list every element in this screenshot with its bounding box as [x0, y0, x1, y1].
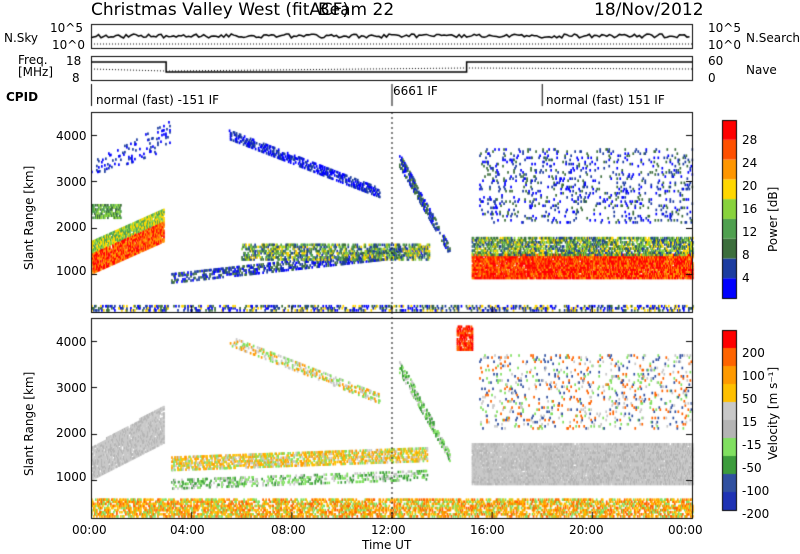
velocity-ytick-1000: 1000: [56, 470, 87, 484]
power-ylabel: Slant Range [km]: [22, 165, 36, 270]
velocity-ylabel: Slant Range [km]: [22, 371, 36, 476]
site-title: Christmas Valley West (fitACF): [91, 0, 350, 20]
velocity-cbar-tick-neg200: -200: [742, 507, 770, 521]
xtick-1: 04:00: [170, 523, 205, 537]
nave-tick-high: 60: [708, 54, 724, 68]
power-ytick-3000: 3000: [56, 175, 87, 189]
velocity-cbar-tick-100: 100: [742, 369, 765, 383]
nave-label: Nave: [746, 63, 777, 77]
freq-label-1: Freq.: [18, 53, 48, 67]
power-cbar-tick-8: 8: [742, 248, 750, 262]
xtick-4: 16:00: [470, 523, 505, 537]
nave-tick-low: 0: [708, 71, 716, 85]
nsky-tick-high: 10^5: [50, 21, 83, 35]
xtick-2: 08:00: [271, 523, 306, 537]
velocity-cbar-tick-50: 50: [742, 392, 758, 406]
freq-tick-high: 18: [66, 54, 82, 68]
xtick-5: 20:00: [569, 523, 604, 537]
xtick-3: 12:00: [371, 523, 406, 537]
power-cbar-label: Power [dB]: [766, 186, 780, 252]
nsky-tick-low: 10^0: [52, 38, 85, 52]
power-cbar-tick-16: 16: [742, 202, 758, 216]
power-cbar-tick-28: 28: [742, 133, 758, 147]
power-ytick-2000: 2000: [56, 220, 87, 234]
cpid-label: CPID: [6, 90, 39, 104]
nsky-label: N.Sky: [4, 31, 39, 45]
velocity-cbar-tick-neg15: -15: [742, 438, 762, 452]
beam-label: Beam 22: [318, 0, 395, 20]
velocity-ytick-2000: 2000: [56, 426, 87, 440]
cpid-mode-3: normal (fast) 151 IF: [546, 93, 665, 107]
xtick-6: 00:00: [668, 523, 703, 537]
velocity-ytick-4000: 4000: [56, 335, 87, 349]
xaxis-label: Time UT: [362, 538, 412, 552]
power-cbar-tick-20: 20: [742, 179, 758, 193]
velocity-cbar-tick-15: 15: [742, 415, 758, 429]
nsearch-label: N.Search: [746, 31, 800, 45]
power-ytick-1000: 1000: [56, 264, 87, 278]
velocity-ytick-3000: 3000: [56, 381, 87, 395]
xtick-0: 00:00: [72, 523, 107, 537]
velocity-cbar-tick-neg50: -50: [742, 461, 762, 475]
freq-tick-low: 8: [72, 71, 80, 85]
velocity-cbar-label: Velocity [m s⁻¹]: [766, 366, 780, 460]
power-cbar-tick-12: 12: [742, 225, 758, 239]
power-cbar-tick-4: 4: [742, 271, 750, 285]
freq-label-2: [MHz]: [18, 65, 54, 79]
cpid-mode-1: normal (fast) -151 IF: [96, 93, 220, 107]
nsearch-tick-low: 10^0: [708, 38, 741, 52]
power-ytick-4000: 4000: [56, 129, 87, 143]
cpid-mode-2: 6661 IF: [393, 84, 438, 98]
power-cbar-tick-24: 24: [742, 156, 758, 170]
velocity-cbar-tick-200: 200: [742, 346, 765, 360]
date-label: 18/Nov/2012: [594, 0, 704, 20]
nsearch-tick-high: 10^5: [708, 21, 741, 35]
velocity-cbar-tick-neg100: -100: [742, 484, 770, 498]
